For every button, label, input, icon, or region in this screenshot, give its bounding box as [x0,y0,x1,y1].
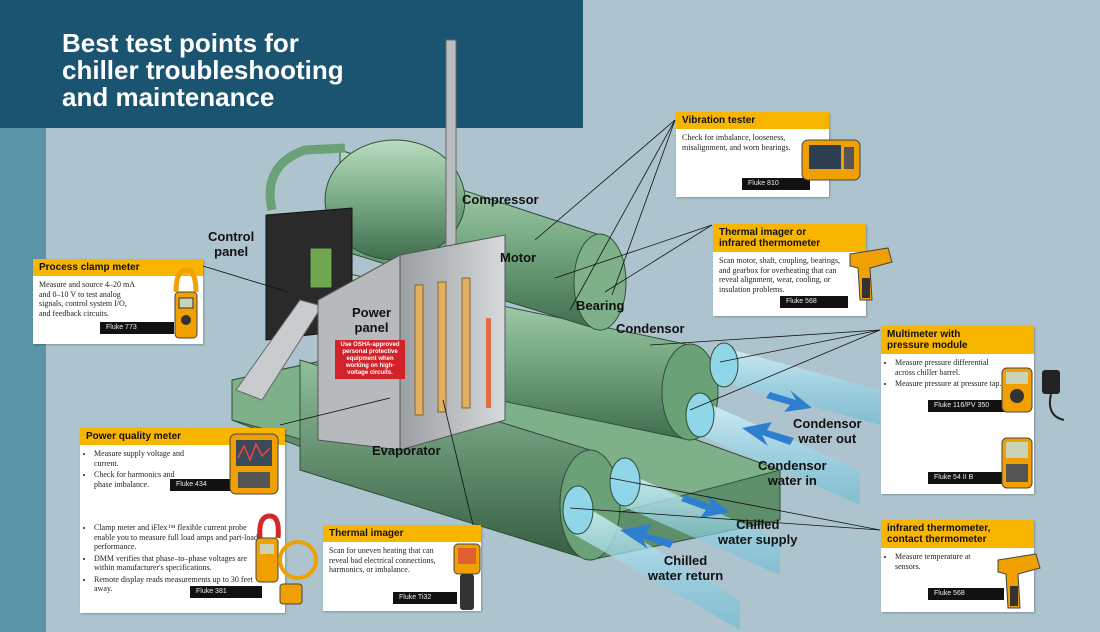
card-thermal-imager-text: Scan for uneven heating that can reveal … [329,546,436,574]
card-multimeter-model-1: Fluke 116/PV 350 [928,400,1016,412]
arrow-chilled-return [620,524,674,549]
power-quality-meter-icon [229,433,279,495]
card-thermal-ir-title-2: infrared thermometer [719,238,821,249]
label-control-panel-line2: panel [214,244,249,259]
card-ir-contact-title-1: infrared thermometer, [887,523,991,534]
thermal-imager-icon [453,543,481,610]
card-power-quality-body: Measure supply voltage and current. Chec… [80,445,285,600]
pipe-chilled-return [575,500,740,630]
card-thermal-ir-text: Scan motor, shaft, coupling, bearings, a… [719,256,840,294]
label-bearing: Bearing [576,298,625,313]
label-control-panel: Control panel [208,229,254,259]
pq-bullet-4: DMM verifies that phase–to–phase voltage… [94,554,259,573]
flange-4 [562,485,594,535]
card-thermal-imager-model: Fluke Ti32 [393,592,457,604]
card-thermal-ir-model: Fluke 568 [780,296,848,308]
card-multimeter-model-2: Fluke 54 II B [928,472,1004,484]
flange-3 [609,457,641,507]
label-power-panel-line1: Power [352,305,392,320]
card-vibration-text: Check for imbalance, looseness, misalign… [682,133,791,152]
card-power-quality-meter: Power quality meter Measure supply volta… [80,428,285,613]
arrow-condensor-in [742,422,794,446]
card-thermal-ir-title-1: Thermal imager or [719,227,807,238]
label-control-panel-line1: Control [208,229,255,244]
mm-bullet-2: Measure pressure at pressure tap. [895,379,1005,389]
mm-bullet-1: Measure pressure differential across chi… [895,358,1005,377]
pq-bullet-5: Remote display reads measurements up to … [94,575,259,594]
title-line-1: Best test points for [62,28,299,58]
label-condensor-water-out: Condensor water out [793,416,862,446]
card-power-quality-model-1: Fluke 434 [170,479,242,491]
vibration-tester-icon [801,139,861,181]
card-vibration-model: Fluke 810 [742,178,810,190]
pressure-module-icon [1042,370,1065,421]
card-process-clamp-text: Measure and source 4–20 mA and 0–10 V to… [39,280,135,318]
card-multimeter-title: Multimeter with pressure module [881,326,1034,354]
label-evaporator: Evaporator [372,443,441,458]
card-ir-contact-title: infrared thermometer, contact thermomete… [881,520,1034,548]
label-condensor-water-in: Condensor water in [758,458,827,488]
title-banner [0,0,583,128]
label-cws-line2: water supply [718,532,798,547]
flange-1 [709,342,739,388]
label-power-panel-line2: panel [354,320,389,335]
card-multimeter-title-2: pressure module [887,340,968,351]
label-cwr-line2: water return [648,568,724,583]
ir-thermometer-icon [849,247,893,301]
pq-bullet-2: Check for harmonics and phase imbalance. [94,470,194,489]
power-bus-1 [414,284,424,416]
card-multimeter-body: Measure pressure differential across chi… [881,354,1034,395]
motor-end [573,233,627,331]
title-line-2: chiller troubleshooting [62,55,344,85]
card-vibration-title: Vibration tester [676,112,829,129]
label-cwi-line2: water in [767,473,817,488]
pipe-loop [265,143,346,211]
control-panel-screen [309,247,333,289]
power-bus-2 [437,281,447,413]
pipe-condensor-out [715,345,880,425]
pipe-condensor-in [700,400,860,505]
card-process-clamp-title: Process clamp meter [33,259,203,276]
power-bus-3 [461,277,471,409]
label-cwo-line1: Condensor [793,416,862,431]
label-cws-line1: Chilled [736,517,780,532]
label-power-panel: Power panel [352,305,391,335]
label-compressor: Compressor [462,192,539,207]
irc-bullet-1: Measure temperature at sensors. [895,552,995,571]
label-condensor: Condensor [616,321,685,336]
label-chilled-water-return: Chilled water return [648,553,723,583]
card-thermal-ir-title: Thermal imager or infrared thermometer [713,224,866,252]
card-thermal-imager-title: Thermal imager [323,525,481,542]
label-cwi-line1: Condensor [758,458,827,473]
card-process-clamp-model: Fluke 773 [100,322,174,334]
label-motor: Motor [500,250,537,265]
ppe-warning-label: Use OSHA-approved personal protective eq… [335,340,405,379]
label-chilled-water-supply: Chilled water supply [718,517,797,547]
card-multimeter-title-1: Multimeter with [887,329,961,340]
card-ir-contact-body: Measure temperature at sensors. [881,548,1034,577]
clamp-meter-icon [173,268,199,339]
card-power-quality-model-2: Fluke 381 [190,586,262,598]
label-cwo-line2: water out [798,431,857,446]
arrow-chilled-supply [681,494,730,518]
pq-bullet-1: Measure supply voltage and current. [94,449,194,468]
page-title: Best test points for chiller troubleshoo… [62,30,562,111]
card-ir-contact-model: Fluke 568 [928,588,1004,600]
multimeter-icon [1001,367,1033,413]
clamp-and-iflex-icon [255,513,318,605]
title-line-3: and maintenance [62,82,275,112]
power-bus-4 [486,318,491,408]
ir-contact-thermometer-icon [997,553,1041,609]
leader-lines [189,119,881,531]
pq-bullet-3: Clamp meter and iFlex™ flexible current … [94,523,259,552]
compressor-stack [445,39,457,266]
flange-2 [685,392,715,438]
label-cwr-line1: Chilled [663,553,708,568]
card-ir-contact-title-2: contact thermometer [887,534,987,545]
pipe-chilled-supply [620,470,780,575]
arrow-condensor-out [766,390,812,412]
thermometer-54-icon [1001,437,1033,489]
